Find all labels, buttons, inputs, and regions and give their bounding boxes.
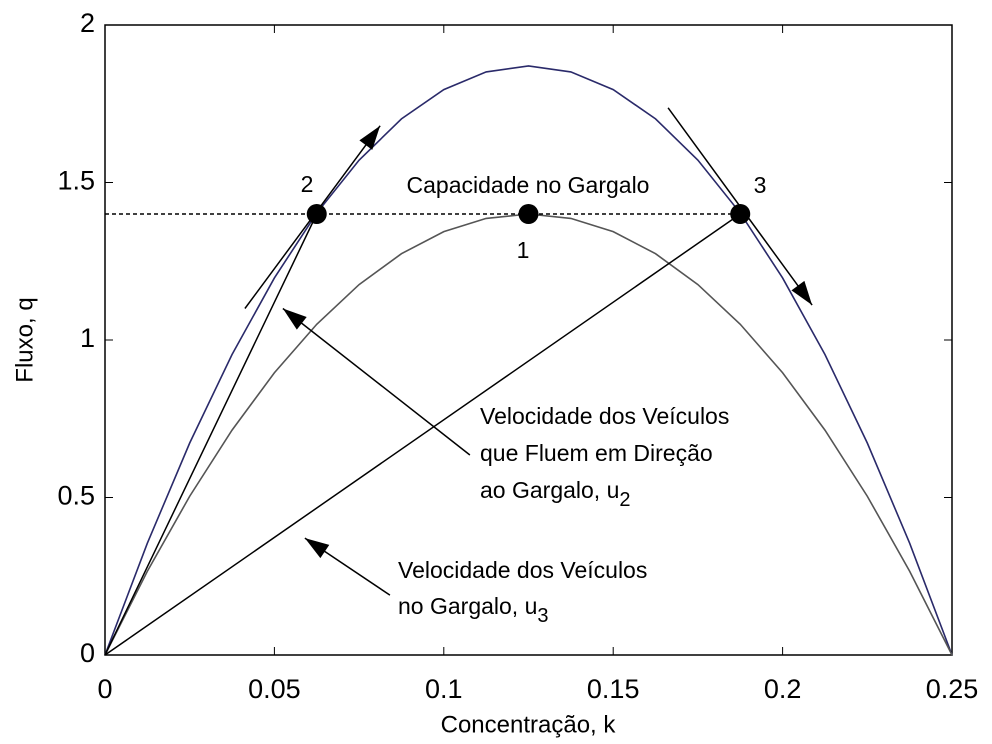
- y-tick-label: 1.5: [57, 166, 95, 196]
- x-tick-label: 0.05: [248, 674, 301, 704]
- x-tick-label: 0: [97, 674, 112, 704]
- x-axis-label: Concentração, k: [441, 711, 617, 738]
- speed-line: [104, 213, 741, 656]
- point: [518, 204, 539, 224]
- annotation: que Fluem em Direção: [480, 440, 713, 466]
- flow-curve: [104, 213, 953, 656]
- y-tick-label: 1: [80, 323, 95, 353]
- annotation: ao Gargalo, u2: [480, 477, 631, 511]
- annotation: no Gargalo, u3: [398, 593, 549, 627]
- point-label: 3: [754, 172, 767, 198]
- flow-curve: [104, 65, 953, 656]
- x-tick-label: 0.15: [587, 674, 640, 704]
- annotation-text: no Gargalo, u: [398, 593, 537, 619]
- point: [306, 204, 327, 224]
- speed-line: [104, 213, 318, 656]
- y-axis-label: Fluxo, q: [11, 297, 38, 382]
- x-tick-label: 0.1: [425, 674, 463, 704]
- annotation: Velocidade dos Veículos: [398, 557, 647, 583]
- annotation: Velocidade dos Veículos: [480, 403, 729, 429]
- point-label: 1: [517, 237, 530, 263]
- point-label: 2: [301, 171, 314, 197]
- subscript: 3: [537, 605, 548, 627]
- annotation-text: Velocidade dos Veículos: [398, 557, 647, 583]
- arrow-head: [791, 280, 813, 306]
- x-tick-label: 0.25: [926, 674, 979, 704]
- point: [730, 204, 751, 224]
- arrow-head: [282, 308, 307, 330]
- y-tick-label: 0: [80, 638, 95, 668]
- annotation-text: que Fluem em Direção: [480, 440, 713, 466]
- x-tick-label: 0.2: [764, 674, 802, 704]
- annotation-text: ao Gargalo, u: [480, 477, 619, 503]
- y-tick-label: 2: [80, 8, 95, 38]
- arrow: [282, 307, 471, 456]
- y-tick-label: 0.5: [57, 481, 95, 511]
- annotation-text: Velocidade dos Veículos: [480, 403, 729, 429]
- arrow-head: [304, 538, 330, 559]
- capacity-label: Capacidade no Gargalo: [407, 172, 650, 198]
- subscript: 2: [619, 489, 630, 511]
- arrow-head: [359, 125, 381, 150]
